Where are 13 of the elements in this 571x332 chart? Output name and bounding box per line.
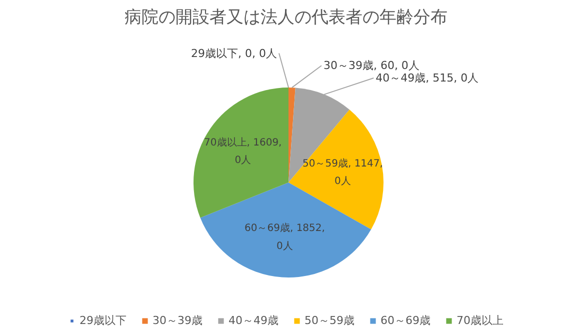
data-label: 50～59歳, 1147, 0人 <box>302 157 383 188</box>
legend-label: 29歳以下 <box>80 313 126 328</box>
legend-label: 50～59歳 <box>304 313 354 328</box>
legend-label: 30～39歳 <box>152 313 202 328</box>
chart-title: 病院の開設者又は法人の代表者の年齢分布 <box>124 8 448 28</box>
data-label: 70歳以上, 1609, 0人 <box>204 136 282 166</box>
legend-label: 60～69歳 <box>380 313 430 328</box>
legend-label: 70歳以上 <box>456 313 504 328</box>
data-label: 40～49歳, 515, 0人 <box>376 72 479 84</box>
data-label: 30～39歳, 60, 0人 <box>323 59 420 72</box>
data-label: 60～69歳, 1852, 0人 <box>244 222 325 252</box>
legend-label: 40～49歳 <box>228 313 278 328</box>
text: 29歳以下, 0, 0人 <box>191 46 278 60</box>
